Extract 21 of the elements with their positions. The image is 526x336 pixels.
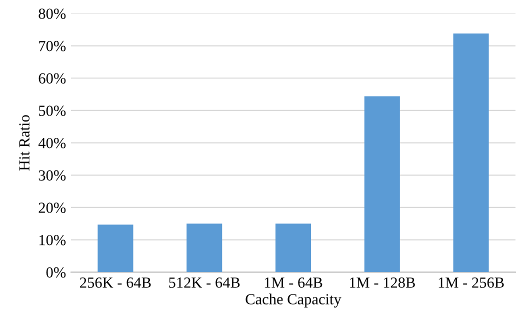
bar (453, 33, 489, 272)
y-tick-label: 20% (38, 202, 66, 213)
x-tick-label: 1M - 256B (438, 278, 504, 288)
x-tick-label: 512K - 64B (169, 278, 240, 288)
x-axis-title: Cache Capacity (246, 294, 342, 308)
x-tick-label: 256K - 64B (80, 278, 151, 288)
bar (364, 96, 400, 272)
bar (186, 224, 222, 272)
bar (98, 224, 134, 272)
bar (275, 224, 312, 272)
y-tick-label: 70% (39, 40, 66, 52)
y-tick-label: 0% (46, 267, 66, 278)
x-tick-label: 1M - 128B (350, 277, 415, 288)
y-tick-label: 40% (38, 138, 66, 148)
y-tick-label: 50% (39, 106, 66, 116)
y-tick-label: 30% (38, 170, 66, 181)
y-tick-label: 10% (39, 234, 66, 246)
y-tick-label: 60% (38, 73, 66, 84)
y-tick-label: 80% (38, 8, 66, 19)
x-tick-label: 1M - 64B (264, 278, 322, 288)
y-axis-title: Hit Ratio (19, 115, 30, 171)
